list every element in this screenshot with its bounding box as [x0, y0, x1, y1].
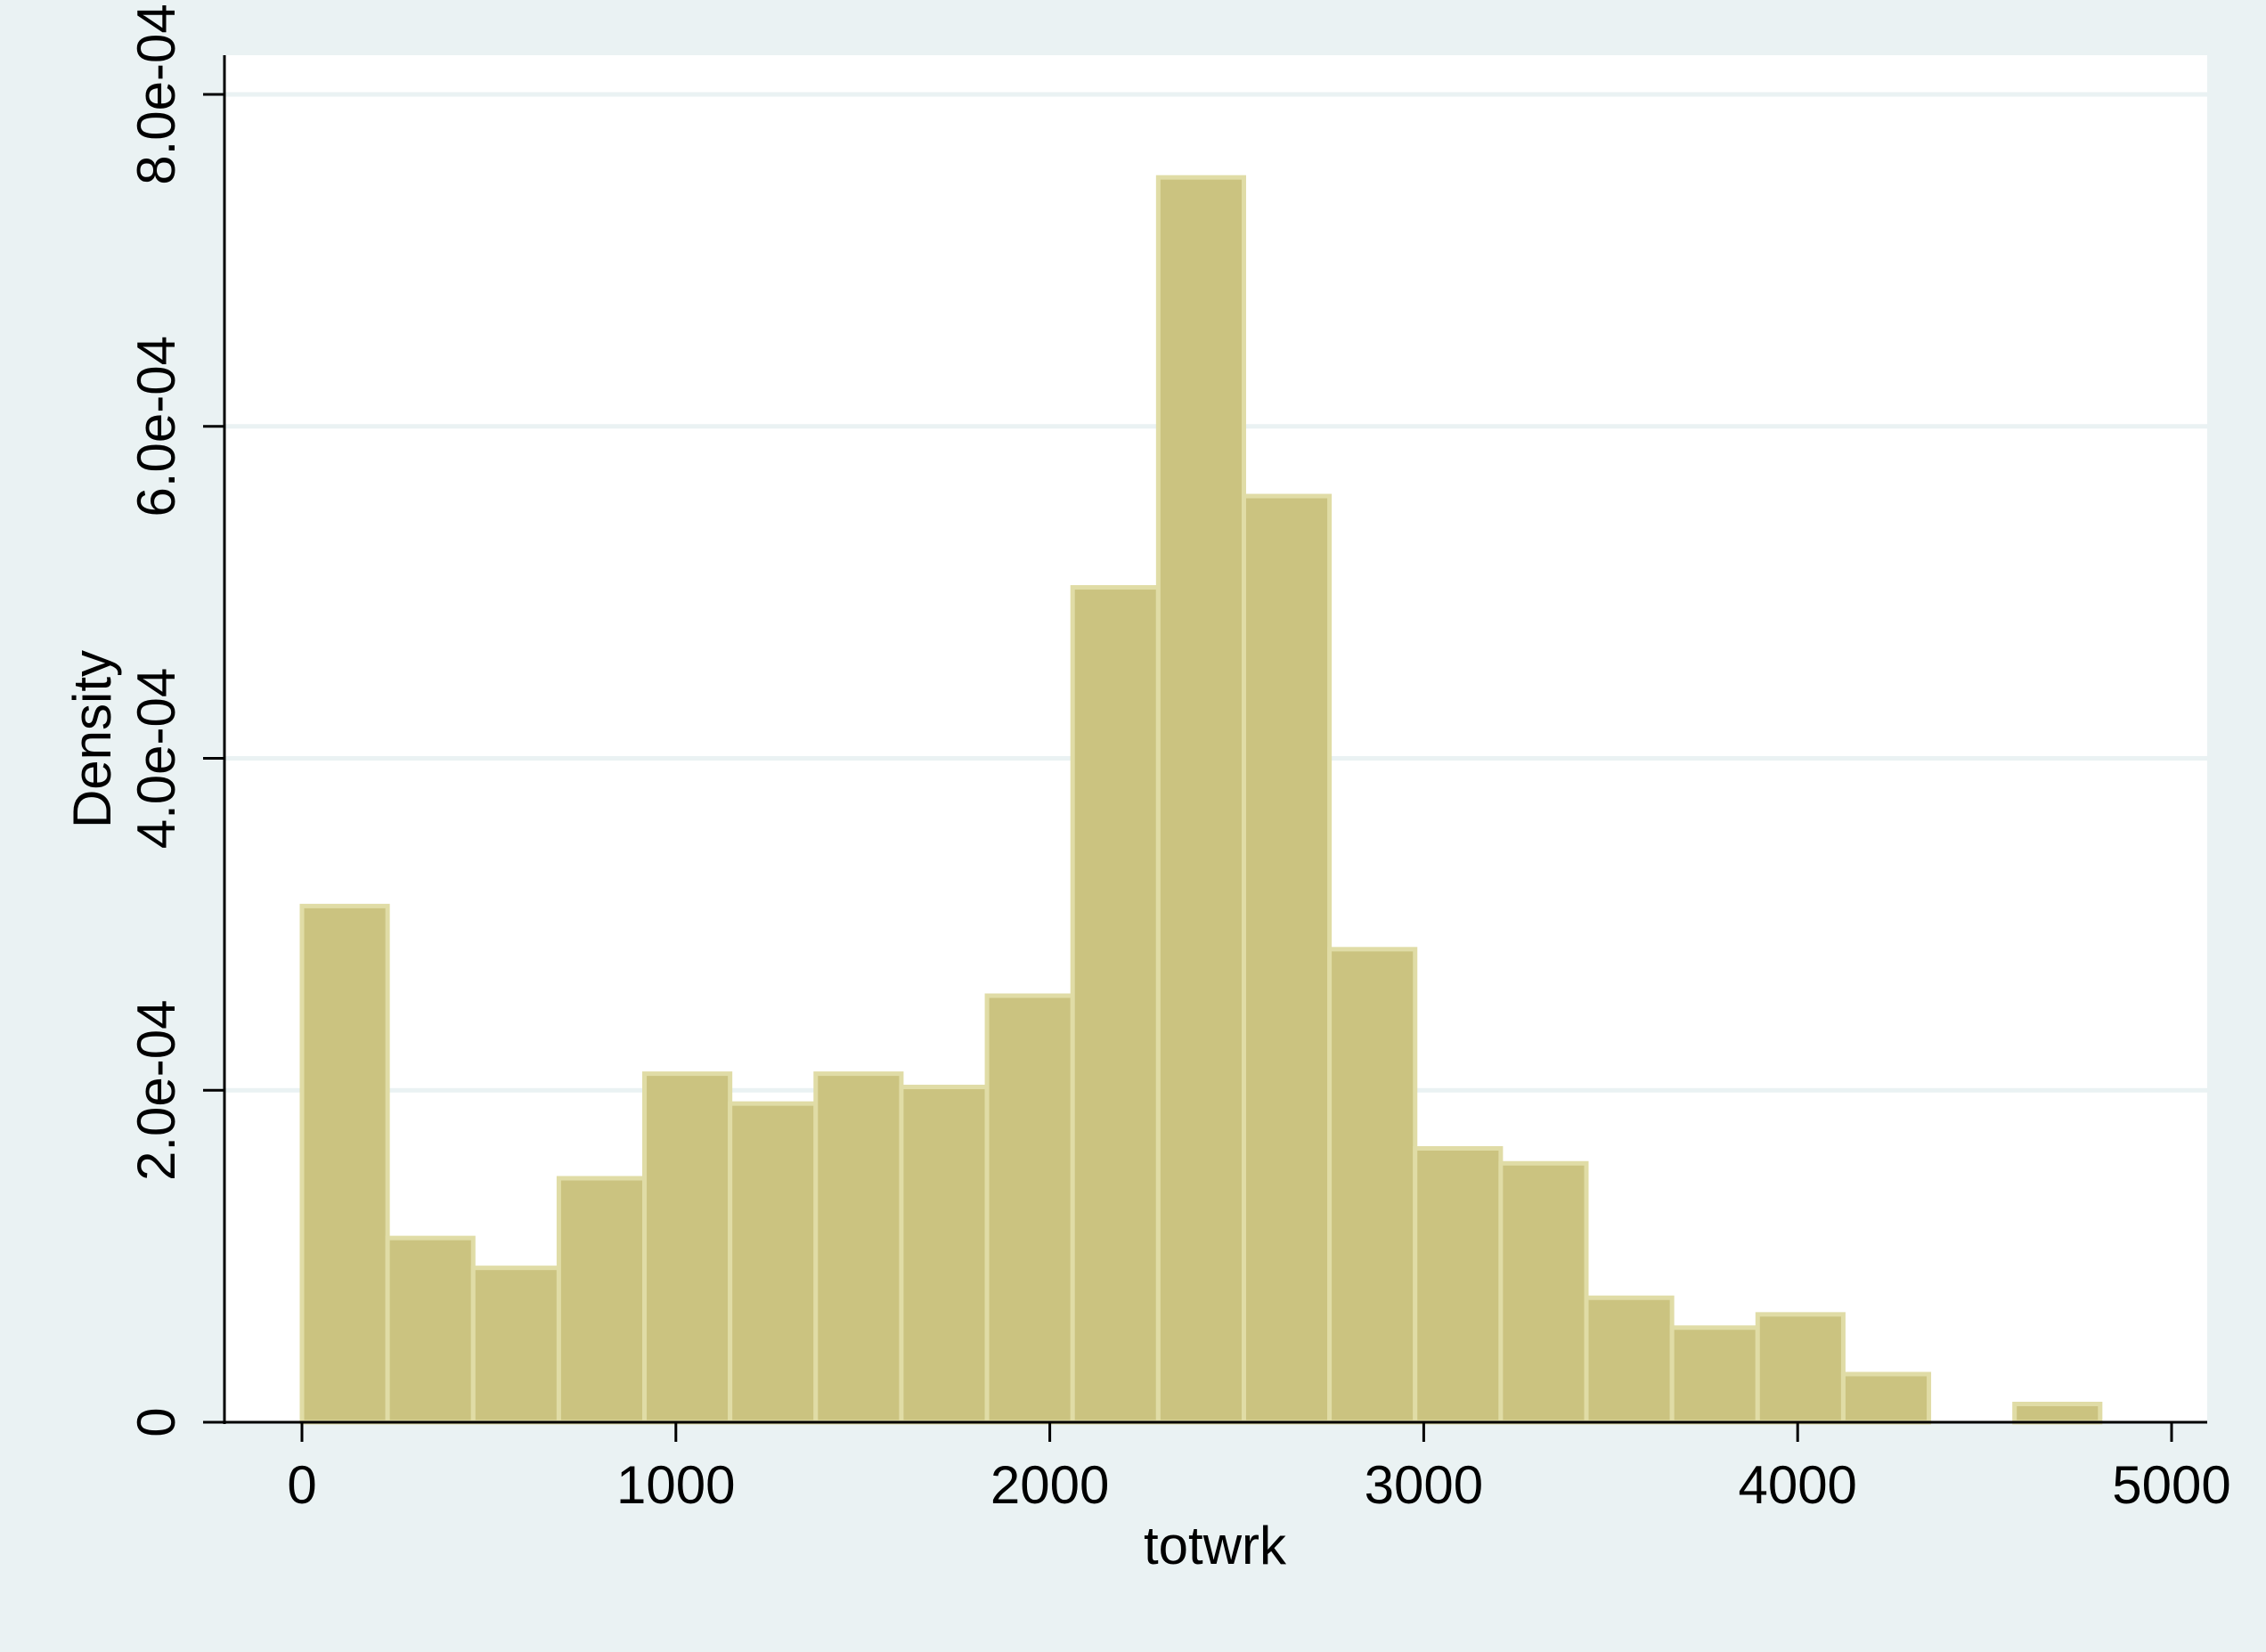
histogram-bar-7	[899, 1085, 990, 1425]
histogram-bar-2	[470, 1265, 561, 1425]
histogram-bar-11	[1241, 493, 1333, 1425]
y-tick-label-4: 8.0e-04	[126, 4, 186, 185]
tick-labels: 0 2.0e-04 4.0e-04 6.0e-04 8.0e-04 0 1000 2000 30…	[126, 4, 2231, 1515]
histogram-bar-4	[642, 1071, 733, 1425]
histogram-bar-6	[813, 1071, 904, 1425]
histogram-bar-3	[556, 1176, 648, 1425]
histogram-bar-0	[299, 903, 390, 1425]
histogram-bar-1	[385, 1235, 476, 1425]
x-tick-label-5: 5000	[2112, 1455, 2230, 1515]
x-tick-label-0: 0	[287, 1455, 316, 1515]
histogram-bar-20	[2012, 1401, 2103, 1425]
histogram-bar-18	[1840, 1371, 1932, 1425]
y-axis-title: Density	[62, 650, 122, 828]
x-tick-label-4: 4000	[1738, 1455, 1856, 1515]
y-tick-label-2: 4.0e-04	[126, 668, 186, 850]
histogram-bar-16	[1669, 1325, 1760, 1425]
y-tick-label-3: 6.0e-04	[126, 336, 186, 517]
x-tick-label-2: 2000	[990, 1455, 1109, 1515]
histogram-bar-17	[1755, 1312, 1846, 1425]
x-axis-title: totwrk	[1144, 1516, 1287, 1575]
histogram-bar-13	[1413, 1145, 1504, 1425]
y-tick-label-0: 0	[126, 1407, 186, 1436]
histogram-bar-15	[1584, 1295, 1675, 1425]
histogram-bar-9	[1070, 585, 1161, 1425]
y-tick-label-1: 2.0e-04	[126, 1000, 186, 1182]
histogram-bar-5	[728, 1101, 819, 1425]
histogram-bar-12	[1327, 947, 1418, 1425]
histogram-bar-8	[984, 993, 1075, 1425]
histogram-bar-10	[1155, 175, 1246, 1425]
axes	[203, 55, 2207, 1442]
x-tick-label-3: 3000	[1365, 1455, 1483, 1515]
x-tick-label-1: 1000	[616, 1455, 735, 1515]
histogram-bar-14	[1498, 1160, 1589, 1425]
